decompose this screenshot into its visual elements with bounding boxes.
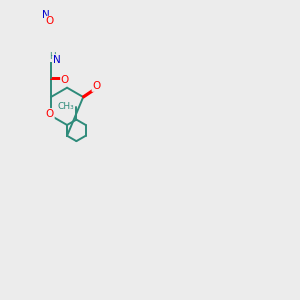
Text: N: N — [41, 10, 49, 20]
Text: O: O — [46, 109, 54, 119]
Text: H: H — [49, 52, 56, 61]
Text: O: O — [61, 75, 69, 85]
Text: N: N — [53, 55, 61, 65]
Text: O: O — [92, 81, 100, 91]
Text: O: O — [46, 16, 54, 26]
Text: CH₃: CH₃ — [58, 102, 74, 111]
